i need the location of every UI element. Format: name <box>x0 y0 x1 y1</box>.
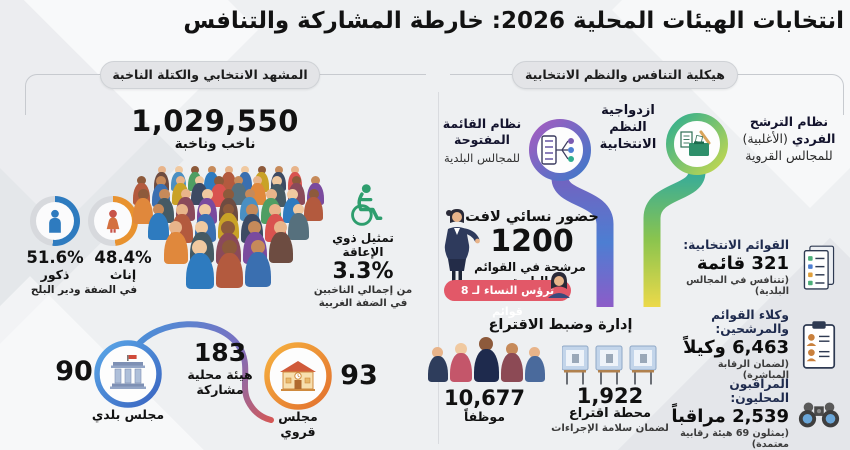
disability-note-1: من إجمالي الناخبين <box>313 285 413 296</box>
stat-agents-note: (لضمان الرقابة المباشرة) <box>717 359 789 381</box>
binoculars-icon <box>796 398 842 430</box>
stat-observers-title: المراقبون المحليون: <box>729 377 789 405</box>
voters-label: ناخب وناخبة <box>174 136 256 152</box>
female-donut <box>88 196 138 246</box>
gender-note: في الضفة ودير البلح <box>30 284 138 296</box>
municipal-count: 90 <box>55 356 93 387</box>
stat-lists-title: القوائم الانتخابية: <box>683 238 789 252</box>
staff-label: موظفاً <box>463 409 506 424</box>
individual-system-label: نظام الترشح الفردي (الأغلبية) للمجالس ال… <box>733 114 845 165</box>
female-label: إناث <box>109 267 137 282</box>
duality-label: ازدواجية النظم الانتخابية <box>599 103 657 152</box>
checklist-icon <box>796 243 842 293</box>
section-divider <box>438 92 439 444</box>
male-donut-center <box>36 202 74 240</box>
voters-number: 1,029,550 <box>131 104 299 138</box>
polling-booths-illustration <box>562 345 657 385</box>
women-lists-pill: ترؤس النساء لـ 8 قوائم <box>444 280 571 318</box>
female-icon <box>106 209 120 233</box>
total-bodies-number: 183 <box>193 338 247 367</box>
woman-avatar-icon <box>548 272 570 298</box>
staff-number: 10,677 <box>443 386 526 410</box>
individual-paren: (الأغلبية) <box>742 130 788 146</box>
section-header-electoral-scene: المشهد الانتخابي والكتلة الناخبة <box>100 61 320 89</box>
councils-graphic <box>94 321 332 423</box>
open-list-icon <box>541 135 574 165</box>
section-header-competition-structure: هيكلية التنافس والنظم الانتخابية <box>512 61 738 89</box>
decorative-line <box>25 74 102 115</box>
female-donut-center <box>94 202 132 240</box>
village-label: مجلس قروي <box>278 409 318 439</box>
page-title: انتخابات الهيئات المحلية 2026: خارطة الم… <box>183 8 844 34</box>
disability-percentage: 3.3% <box>332 259 394 284</box>
open-list-title: نظام القائمة المفتوحة <box>442 116 522 148</box>
village-count: 93 <box>340 360 378 391</box>
municipal-label: مجلس بلدي <box>91 407 165 422</box>
crowd-row <box>185 240 272 289</box>
stat-observers-text: المراقبون المحليون: 2,539 مراقباً (يمثلو… <box>670 377 789 450</box>
person-figure <box>268 221 293 265</box>
voters-total: 1,029,550 ناخب وناخبة <box>115 104 315 152</box>
disability-title: تمثيل ذوي الإعاقة <box>332 231 394 259</box>
person-figure <box>473 337 499 382</box>
male-percentage: 51.6% <box>26 248 84 267</box>
polling-title: إدارة وضبط الاقتراع <box>488 317 633 333</box>
stations-note: لضمان سلامة الإجراءات <box>551 423 669 434</box>
stat-lists-text: القوائم الانتخابية: 321 قائمة (تتنافس في… <box>670 238 789 297</box>
person-figure <box>500 343 523 382</box>
agents-clipboard-icon <box>796 320 842 370</box>
women-presence-title: حضور نسائي لافت <box>465 209 599 225</box>
woman-presenter-illustration <box>444 209 480 300</box>
male-label: ذكور <box>40 267 70 282</box>
disability-block: تمثيل ذوي الإعاقة 3.3% من إجمالي الناخبي… <box>310 182 416 311</box>
electoral-systems-graphic <box>529 113 728 307</box>
stat-lists: القوائم الانتخابية: 321 قائمة (تتنافس في… <box>670 238 842 297</box>
crowd-illustration <box>118 166 338 289</box>
staff-group-illustration <box>427 337 545 382</box>
open-list-system-label: نظام القائمة المفتوحة للمجالس البلدية <box>440 116 524 165</box>
individual-title: نظام الترشح الفردي <box>749 114 836 146</box>
disability-note-2: في الضفة الغربية <box>318 298 408 310</box>
stat-lists-number: 321 قائمة <box>696 253 789 274</box>
ballot-box-icon <box>680 130 711 156</box>
stations-number: 1,922 <box>576 384 644 408</box>
municipal-building-icon <box>110 355 146 389</box>
open-list-subtitle: للمجالس البلدية <box>443 150 521 165</box>
total-bodies-block: 183 هيئة محلية مشاركة <box>178 338 262 397</box>
person-figure <box>244 240 271 289</box>
stat-observers: المراقبون المحليون: 2,539 مراقباً (يمثلو… <box>670 377 842 450</box>
person-figure <box>185 240 214 289</box>
individual-subtitle: للمجالس القروية <box>745 147 833 163</box>
decorative-line <box>318 74 426 75</box>
women-candidates-number: 1200 <box>490 224 574 259</box>
person-figure <box>215 240 243 289</box>
person-figure <box>524 347 545 382</box>
person-figure <box>449 343 472 382</box>
stat-agents: وكلاء القوائم والمرشحين: 6,463 وكيلاً (ل… <box>670 308 842 381</box>
stat-lists-note: (تتنافس في المجالس البلدية) <box>686 275 789 297</box>
total-bodies-label-2: مشاركة <box>196 382 244 397</box>
male-donut <box>30 196 80 246</box>
wheelchair-icon <box>351 184 383 226</box>
person-figure <box>287 204 309 243</box>
person-figure <box>304 189 323 224</box>
male-icon <box>49 209 61 233</box>
stat-agents-text: وكلاء القوائم والمرشحين: 6,463 وكيلاً (ل… <box>670 308 789 381</box>
person-figure <box>427 347 448 382</box>
total-bodies-label-1: هيئة محلية <box>187 367 253 382</box>
stat-observers-note: (يمثلون 69 هيئة رقابية معتمدة) <box>680 428 789 450</box>
decorative-line <box>450 74 512 75</box>
decorative-line <box>735 74 844 115</box>
stat-agents-number: 6,463 وكيلاً <box>683 337 789 358</box>
village-building-icon <box>280 361 316 391</box>
female-percentage: 48.4% <box>94 248 152 267</box>
stat-agents-title: وكلاء القوائم والمرشحين: <box>711 308 789 336</box>
stations-label: محطة اقتراع <box>568 406 652 421</box>
stat-observers-number: 2,539 مراقباً <box>671 406 789 427</box>
